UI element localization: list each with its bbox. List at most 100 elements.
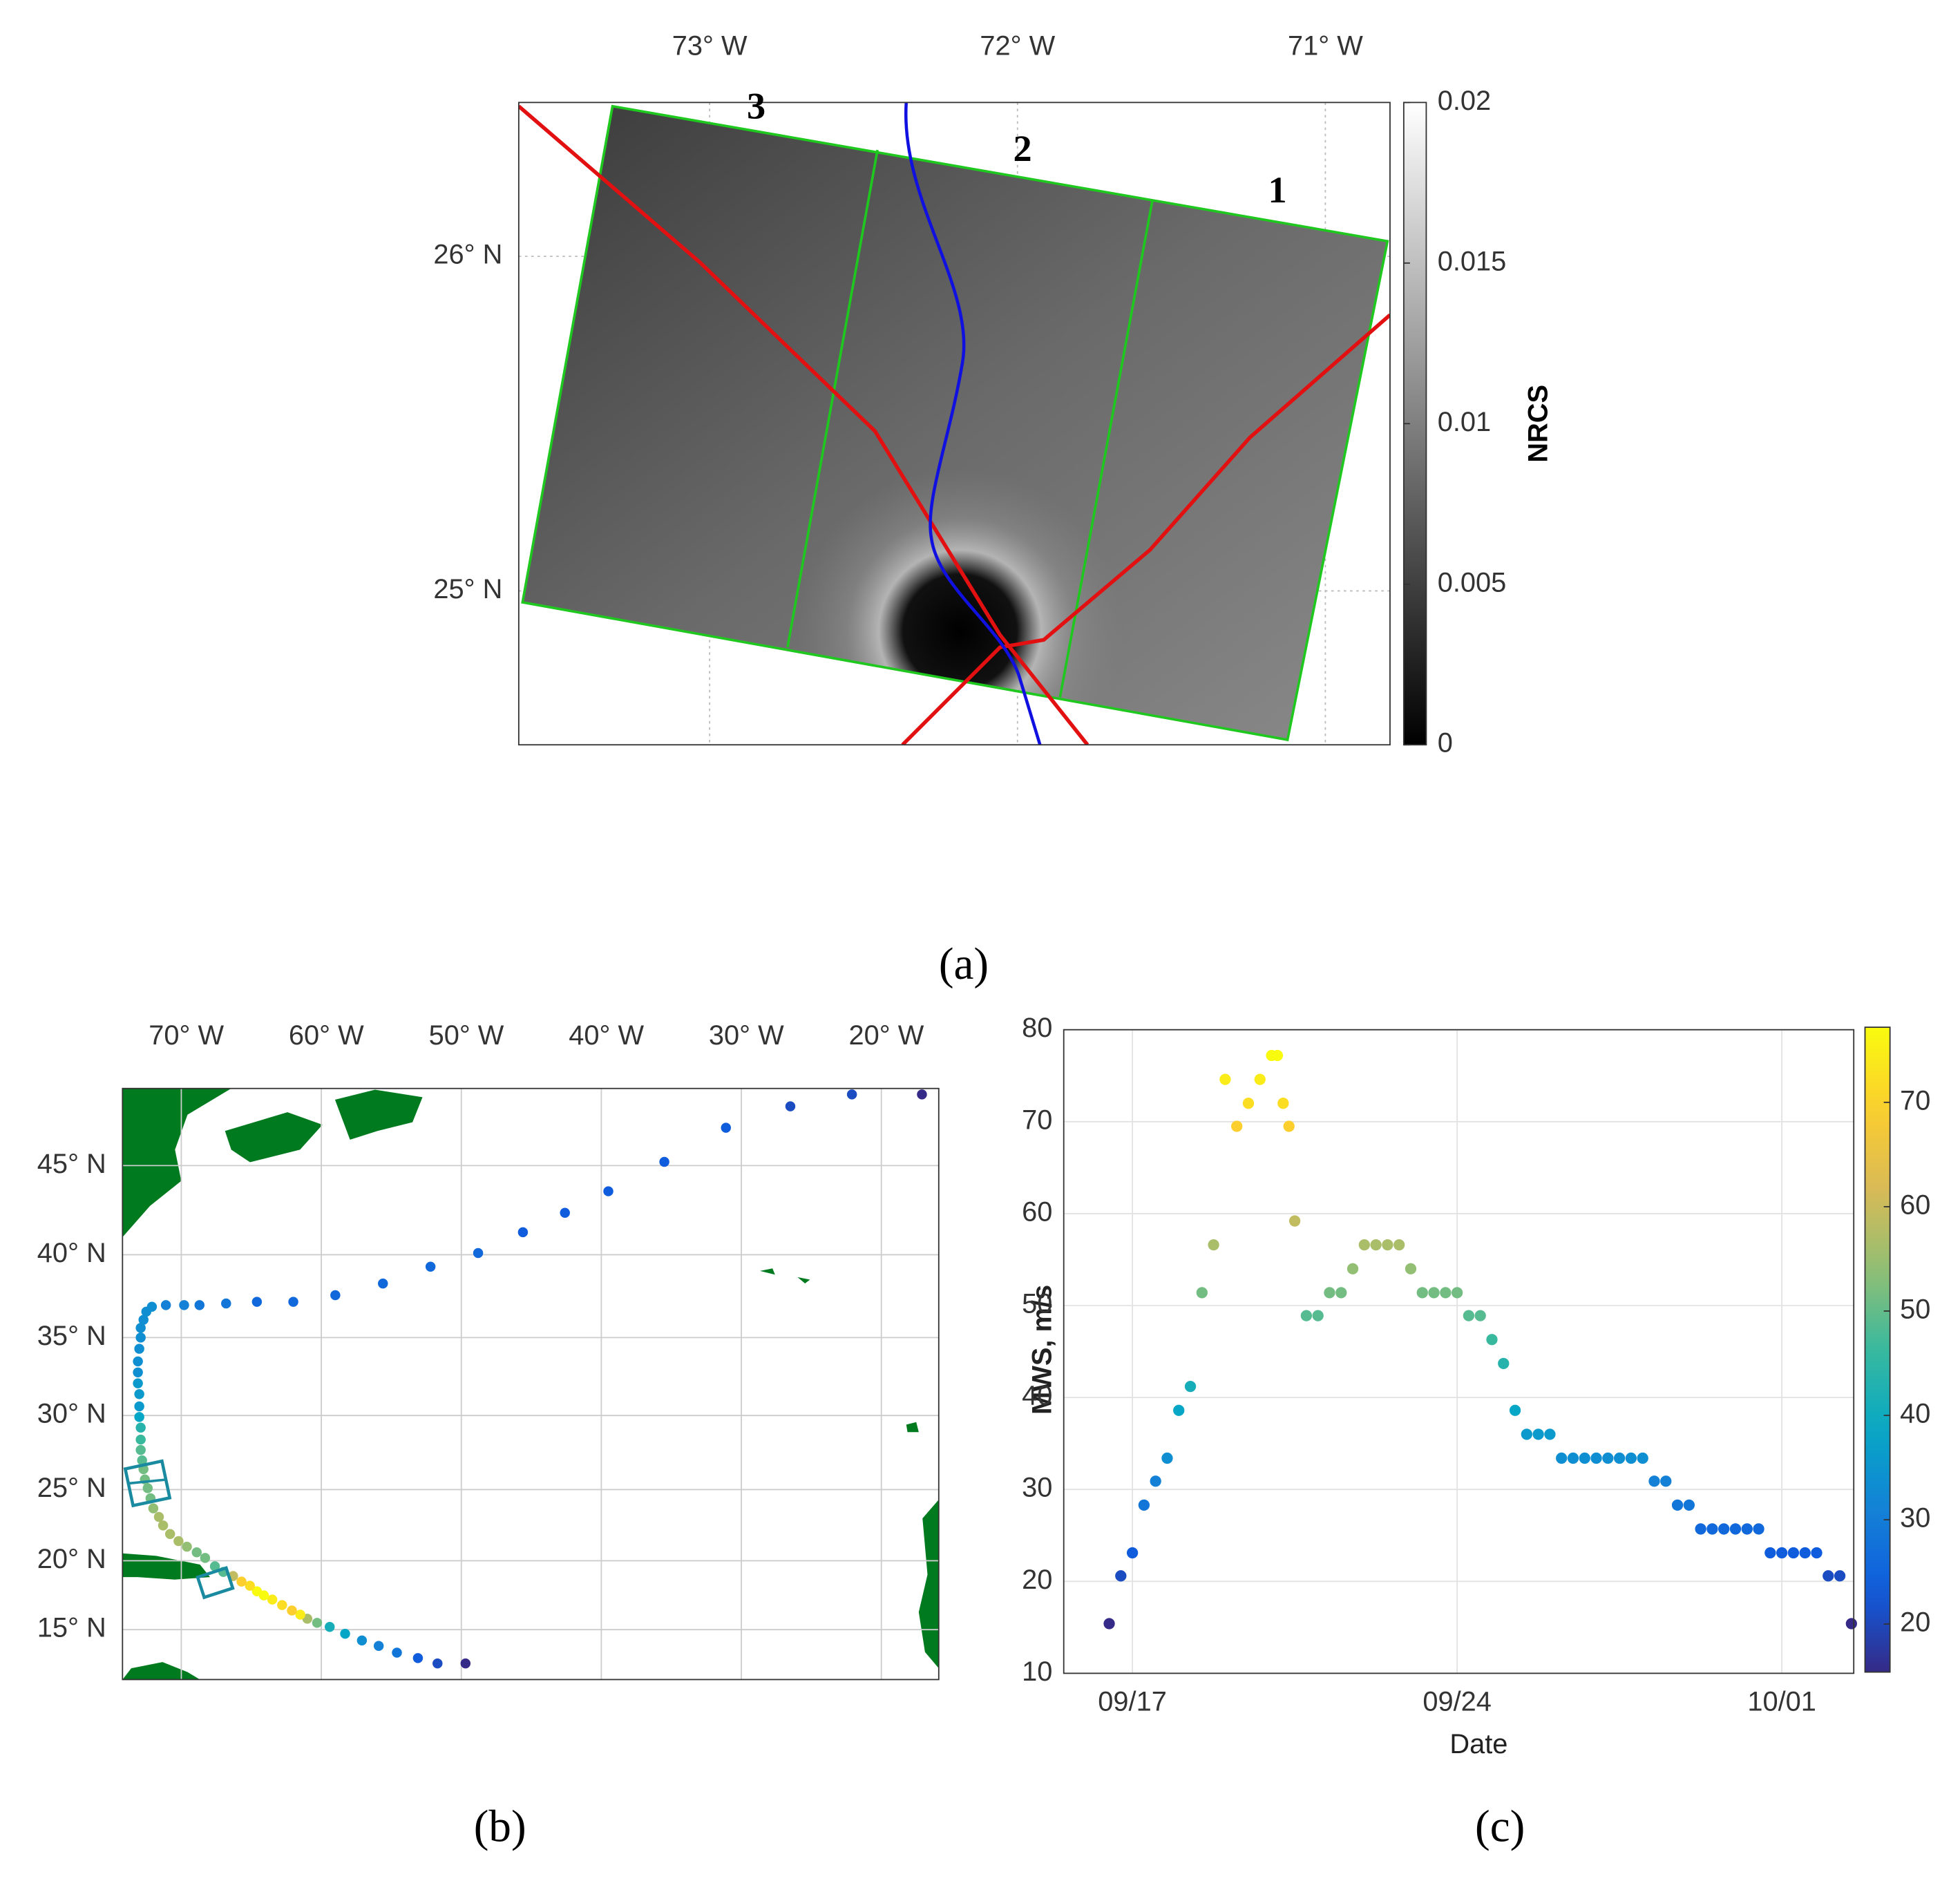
subswath-line [786,149,879,648]
track-line [904,102,1042,745]
data-point [1498,1357,1510,1370]
data-point [1486,1334,1498,1346]
data-point [1347,1263,1359,1274]
data-point [1474,1310,1486,1321]
land-mass [225,1112,323,1163]
data-point [1567,1452,1579,1464]
data-point [1277,1098,1289,1109]
y-tick-label: 50 [1022,1289,1052,1319]
data-point [1231,1120,1243,1132]
y-tick-label: 15° N [37,1613,106,1643]
x-tick-label: 50° W [429,1020,504,1051]
land [122,1088,939,1680]
data-point [1173,1404,1185,1416]
data-point [1416,1287,1428,1299]
data-point [1335,1287,1347,1299]
track-point [659,1156,669,1167]
data-point [1706,1523,1718,1535]
data-point [1776,1547,1788,1559]
colorbar-tick-label: 70 [1900,1085,1930,1116]
panel-label: (b) [474,1802,526,1851]
panel-label: (c) [1475,1802,1525,1851]
track-point [179,1300,189,1310]
colorbar-tick-label: 0.005 [1438,567,1507,598]
data-point [1196,1287,1208,1299]
x-tick-label: 60° W [289,1020,364,1051]
data-point [1463,1310,1475,1321]
track-point [135,1323,146,1333]
track-point [425,1261,436,1272]
land-mass [122,1088,231,1238]
sar-footprint [196,1566,235,1600]
data-point [1451,1287,1463,1299]
data-point [1718,1523,1730,1535]
track-point [287,1605,297,1616]
track-point [251,1586,263,1596]
data-point [1103,1618,1115,1630]
data-point [1393,1239,1405,1251]
track-point [160,1300,171,1310]
data-point [1271,1049,1284,1062]
y-tick-label: 10 [1022,1656,1052,1687]
y-tick-label: 45° N [37,1149,106,1179]
track-point [330,1290,341,1301]
track-point [378,1278,388,1289]
data-point [1799,1547,1811,1559]
track-point [137,1455,147,1466]
y-tick-label: 35° N [37,1321,106,1351]
data-point [1695,1523,1706,1535]
y-tick-label: 20 [1022,1565,1052,1595]
data-point [1787,1547,1800,1559]
data-point [1544,1428,1556,1440]
sar-footprint [129,1478,166,1485]
y-tick-label: 20° N [37,1544,106,1574]
data-point [1590,1452,1602,1464]
track-point [846,1089,857,1100]
track-point [373,1641,384,1651]
track-point [517,1227,529,1238]
data-point [1671,1499,1684,1511]
track-point [135,1444,146,1455]
data-point [1509,1404,1521,1416]
x-tick-label: 10/01 [1747,1686,1816,1717]
panel-label: (a) [939,939,989,989]
y-tick-label: 40 [1022,1381,1052,1411]
frame-a [517,102,1391,746]
track-point [221,1298,231,1309]
swath-label: 3 [747,86,765,127]
track-point [135,1434,146,1445]
swath-label: 2 [1013,128,1031,169]
data-point [1242,1098,1255,1109]
colorbar-c: 20 30 40 50 60 70 [1864,1026,1930,1673]
track-line [901,313,1390,745]
track-point [158,1520,169,1531]
track-point [603,1186,613,1196]
data-point [1208,1239,1219,1251]
track-point [236,1576,247,1587]
land-mass [334,1089,423,1140]
track-point [267,1594,278,1605]
y-axis-label: MWS, m/s [1027,1285,1057,1415]
data-point [1660,1475,1672,1487]
frame-b [122,1087,940,1681]
swath-border [521,104,1389,742]
track-point [164,1529,175,1539]
data-point [1405,1263,1417,1274]
x-tick-label: 71° W [1288,30,1363,61]
frame-c [1063,1029,1855,1674]
colorbar-tick-label: 50 [1900,1294,1930,1324]
data-point [1753,1523,1764,1535]
x-tick-label: 09/24 [1423,1686,1492,1717]
colorbar-tick-label: 40 [1900,1399,1930,1429]
data-point [1138,1499,1150,1511]
data-point [1254,1073,1266,1085]
track-point [295,1609,305,1620]
colorbar-tick-label: 0.02 [1438,86,1491,116]
track-point [146,1301,158,1312]
axes-b [122,1088,939,1680]
track-point [194,1300,205,1310]
y-tick-label: 25° N [37,1473,106,1503]
data-point [1283,1120,1295,1132]
track-point [560,1207,570,1219]
data-point [1845,1618,1857,1630]
